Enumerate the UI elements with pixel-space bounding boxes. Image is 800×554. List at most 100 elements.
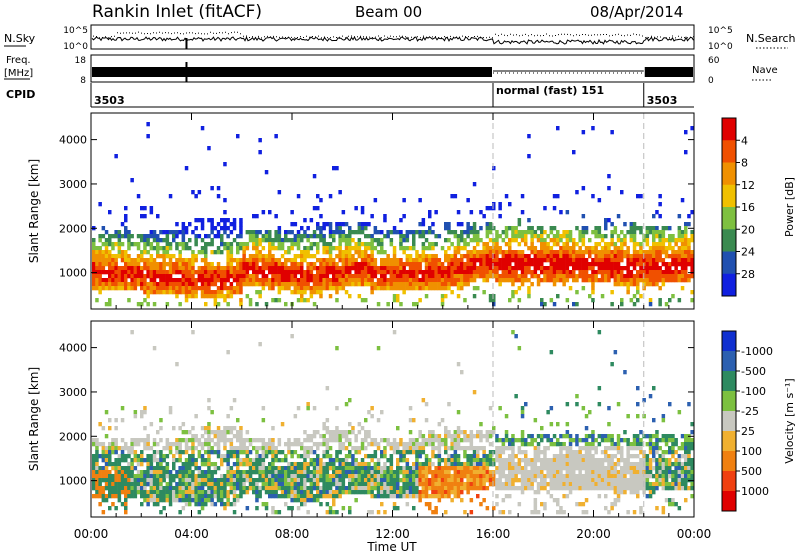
- heatmap-cell: [114, 470, 118, 475]
- heatmap-cell: [290, 462, 294, 467]
- heatmap-cell: [341, 230, 346, 235]
- heatmap-cell: [95, 494, 99, 499]
- heatmap-cell: [213, 250, 218, 255]
- heatmap-cell: [149, 242, 154, 247]
- heatmap-cell: [655, 210, 659, 215]
- heatmap-cell: [220, 478, 224, 483]
- heatmap-cell: [223, 286, 227, 291]
- heatmap-cell: [248, 282, 253, 287]
- heatmap-cell: [357, 242, 362, 247]
- heatmap-cell: [412, 278, 416, 283]
- heatmap-cell: [181, 466, 186, 471]
- heatmap-cell: [559, 270, 563, 275]
- heatmap-cell: [556, 482, 560, 487]
- heatmap-cell: [469, 434, 474, 439]
- heatmap-cell: [572, 450, 576, 455]
- heatmap-cell: [136, 438, 141, 443]
- heatmap-cell: [332, 434, 336, 439]
- heatmap-cell: [578, 246, 582, 251]
- heatmap-cell: [268, 494, 272, 499]
- heatmap-cell: [92, 266, 96, 271]
- heatmap-cell: [658, 302, 662, 307]
- heatmap-cell: [367, 266, 371, 271]
- heatmap-cell: [540, 254, 544, 259]
- heatmap-cell: [453, 262, 458, 267]
- heatmap-cell: [322, 422, 326, 427]
- heatmap-cell: [319, 442, 323, 447]
- heatmap-cell: [325, 466, 330, 471]
- heatmap-cell: [300, 262, 304, 267]
- heatmap-cell: [341, 278, 346, 283]
- heatmap-cell: [485, 278, 490, 283]
- heatmap-cell: [658, 250, 662, 255]
- heatmap-cell: [424, 270, 429, 275]
- heatmap-cell: [437, 266, 442, 271]
- heatmap-cell: [191, 282, 195, 287]
- heatmap-cell: [405, 458, 410, 463]
- heatmap-cell: [549, 254, 554, 259]
- heatmap-cell: [421, 474, 426, 479]
- heatmap-cell: [149, 210, 154, 215]
- heatmap-cell: [264, 486, 269, 491]
- heatmap-cell: [629, 262, 634, 267]
- heatmap-cell: [610, 238, 614, 243]
- heatmap-cell: [111, 474, 115, 479]
- heatmap-cell: [165, 486, 170, 491]
- heatmap-cell: [559, 470, 563, 475]
- heatmap-cell: [543, 302, 547, 307]
- heatmap-cell: [520, 482, 525, 487]
- heatmap-cell: [562, 446, 566, 451]
- heatmap-cell: [408, 274, 413, 279]
- heatmap-cell: [386, 466, 390, 471]
- heatmap-cell: [652, 266, 656, 271]
- heatmap-cell: [556, 126, 560, 131]
- heatmap-cell: [319, 294, 323, 299]
- heatmap-cell: [431, 442, 435, 447]
- heatmap-cell: [143, 266, 147, 271]
- heatmap-cell: [437, 466, 442, 471]
- heatmap-cell: [549, 250, 554, 255]
- heatmap-cell: [466, 434, 470, 439]
- heatmap-cell: [536, 474, 541, 479]
- heatmap-cell: [210, 450, 214, 455]
- heatmap-cell: [552, 282, 557, 287]
- heatmap-cell: [236, 478, 240, 483]
- heatmap-cell: [277, 190, 282, 195]
- heatmap-cell: [495, 250, 499, 255]
- heatmap-cell: [370, 490, 374, 495]
- heatmap-cell: [514, 262, 518, 267]
- heatmap-cell: [482, 258, 486, 263]
- heatmap-cell: [568, 450, 573, 455]
- heatmap-cell: [482, 482, 486, 487]
- heatmap-cell: [668, 238, 672, 243]
- heatmap-cell: [322, 286, 326, 291]
- heatmap-cell: [92, 262, 96, 267]
- heatmap-cell: [290, 274, 294, 279]
- heatmap-cell: [92, 286, 96, 291]
- heatmap-cell: [117, 466, 122, 471]
- heatmap-cell: [309, 262, 314, 267]
- heatmap-cell: [389, 470, 394, 475]
- heatmap-cell: [277, 474, 282, 479]
- heatmap-cell: [421, 250, 426, 255]
- heatmap-cell: [159, 238, 163, 243]
- heatmap-cell: [335, 290, 339, 295]
- heatmap-cell: [370, 290, 374, 295]
- heatmap-cell: [367, 278, 371, 283]
- heatmap-cell: [380, 278, 384, 283]
- heatmap-cell: [383, 214, 387, 219]
- heatmap-cell: [597, 270, 602, 275]
- heatmap-cell: [504, 434, 509, 439]
- heatmap-cell: [277, 442, 282, 447]
- heatmap-cell: [440, 266, 445, 271]
- heatmap-cell: [485, 206, 490, 211]
- heatmap-cell: [568, 238, 573, 243]
- heatmap-cell: [184, 502, 189, 507]
- heatmap-cell: [328, 494, 333, 499]
- heatmap-cell: [351, 262, 355, 267]
- heatmap-cell: [680, 198, 685, 203]
- heatmap-cell: [501, 254, 506, 259]
- heatmap-cell: [274, 450, 278, 455]
- heatmap-cell: [143, 426, 147, 431]
- heatmap-cell: [255, 278, 259, 283]
